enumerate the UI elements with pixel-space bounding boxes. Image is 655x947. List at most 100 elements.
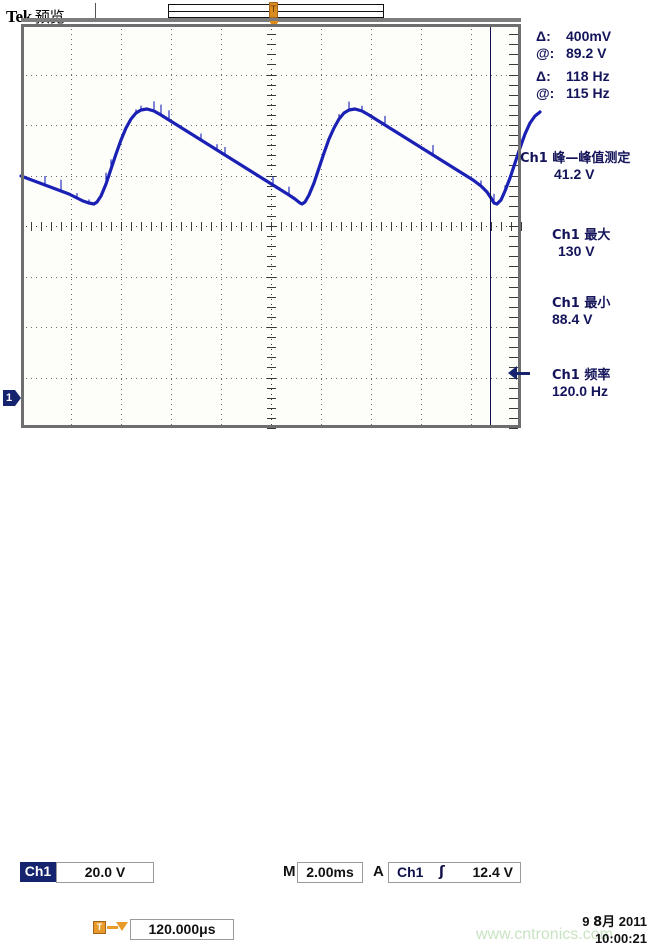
measurement-value: 41.2 V <box>554 166 595 182</box>
status-trigger-prefix: A <box>373 863 384 880</box>
axis-tick <box>91 222 92 231</box>
axis-tick <box>501 222 502 231</box>
axis-tick <box>441 222 442 231</box>
axis-tick <box>401 222 402 231</box>
date-day: 9 <box>582 914 590 929</box>
axis-tick <box>267 428 276 429</box>
axis-tick <box>471 222 472 231</box>
edge-tick <box>509 105 518 106</box>
edge-tick <box>509 357 518 358</box>
axis-tick <box>267 256 276 257</box>
edge-tick <box>509 155 518 156</box>
measurement-maximum[interactable]: Ch1 最大 130 V <box>552 224 655 259</box>
edge-tick <box>509 337 518 338</box>
time-line: 10:00:21 <box>594 931 647 946</box>
rising-edge-slope-icon: ʃ <box>439 864 445 880</box>
graticule-border-right <box>518 24 521 428</box>
status-bar: Ch1 20.0 V M 2.00ms A Ch1 ʃ 12.4 V <box>0 430 655 883</box>
trigger-marker-glyph: T <box>270 5 277 15</box>
graticule-border-top <box>21 24 521 27</box>
waveform-ch1 <box>19 101 542 206</box>
cursor-delta-symbol: Δ: <box>536 68 551 84</box>
axis-tick <box>267 297 276 298</box>
measurement-minimum[interactable]: Ch1 最小 88.4 V <box>552 292 655 327</box>
axis-tick <box>267 347 276 348</box>
edge-tick <box>509 418 518 419</box>
horizontal-position-value[interactable]: 120.000μs <box>130 919 234 940</box>
status-vertical-scale[interactable]: 20.0 V <box>56 862 154 883</box>
measurement-peak-to-peak[interactable]: Ch1 峰—峰值测定 41.2 V <box>520 147 647 182</box>
edge-tick <box>509 287 518 288</box>
axis-tick <box>267 317 276 318</box>
measurement-value: 120.0 Hz <box>552 383 609 399</box>
measurement-frequency[interactable]: Ch1 频率 120.0 Hz <box>552 364 655 399</box>
axis-tick <box>321 222 322 231</box>
axis-tick <box>267 337 276 338</box>
measurement-label: Ch1 峰—峰值测定 <box>520 151 631 166</box>
axis-tick <box>267 34 276 35</box>
axis-tick <box>81 222 82 231</box>
date-month: 8月 <box>593 915 616 930</box>
axis-tick <box>267 388 276 389</box>
axis-tick <box>221 222 222 231</box>
edge-tick <box>509 226 518 227</box>
axis-tick <box>521 222 522 231</box>
graticule[interactable] <box>19 24 542 429</box>
axis-tick <box>431 222 432 231</box>
axis-tick <box>61 222 62 231</box>
axis-tick <box>41 222 42 231</box>
status-channel-tag[interactable]: Ch1 <box>20 862 56 882</box>
cursor-delta-symbol: Δ: <box>536 28 551 44</box>
edge-tick <box>509 428 518 429</box>
axis-tick <box>261 222 262 231</box>
ch1-marker-body <box>3 390 15 406</box>
axis-tick <box>267 44 276 45</box>
record-position-bar: T T <box>0 0 655 57</box>
axis-tick <box>267 145 276 146</box>
axis-tick <box>267 307 276 308</box>
axis-tick <box>341 222 342 231</box>
cursor-at-frequency-value: 115 Hz <box>566 85 610 101</box>
status-timebase-value[interactable]: 2.00ms <box>297 862 363 883</box>
edge-tick <box>509 186 518 187</box>
axis-tick <box>267 206 276 207</box>
axis-tick <box>361 222 362 231</box>
edge-tick <box>509 317 518 318</box>
axis-tick <box>421 222 422 231</box>
trigger-level-shaft <box>514 372 530 375</box>
cursor-at-symbol: @: <box>536 85 555 101</box>
axis-tick <box>281 222 282 231</box>
measurement-value: 88.4 V <box>552 311 593 327</box>
cursor-delta-voltage-value: 400mV <box>566 28 612 44</box>
axis-tick <box>231 222 232 231</box>
axis-tick <box>161 222 162 231</box>
trigger-position-marker-icon[interactable]: T <box>269 2 278 18</box>
axis-tick <box>411 222 412 231</box>
edge-tick <box>509 75 518 76</box>
axis-tick <box>267 155 276 156</box>
axis-tick <box>181 222 182 231</box>
axis-tick <box>201 222 202 231</box>
horizontal-position-badge-icon[interactable]: T <box>93 921 106 934</box>
axis-tick <box>191 222 192 231</box>
cursor-readout-frequency: Δ: 118 Hz @: 115 Hz <box>536 68 610 102</box>
axis-tick <box>351 222 352 231</box>
trigger-level-head <box>508 366 517 380</box>
edge-tick <box>509 176 518 177</box>
axis-tick <box>241 222 242 231</box>
graticule-border-bottom <box>21 425 521 428</box>
vertical-cursor-line[interactable] <box>490 24 491 428</box>
edge-tick <box>509 85 518 86</box>
axis-tick <box>267 418 276 419</box>
edge-tick <box>509 54 518 55</box>
edge-tick <box>509 145 518 146</box>
axis-tick <box>267 125 276 126</box>
trigger-level-arrow-icon[interactable] <box>508 366 530 380</box>
edge-tick <box>509 206 518 207</box>
ch1-ground-reference-marker-icon[interactable]: 1 <box>3 390 21 406</box>
datetime-readout: 9 8月 2011 10:00:21 <box>582 914 647 947</box>
edge-tick <box>509 236 518 237</box>
axis-tick <box>141 222 142 231</box>
axis-tick <box>267 95 276 96</box>
status-trigger-box[interactable]: Ch1 ʃ 12.4 V <box>388 862 521 883</box>
